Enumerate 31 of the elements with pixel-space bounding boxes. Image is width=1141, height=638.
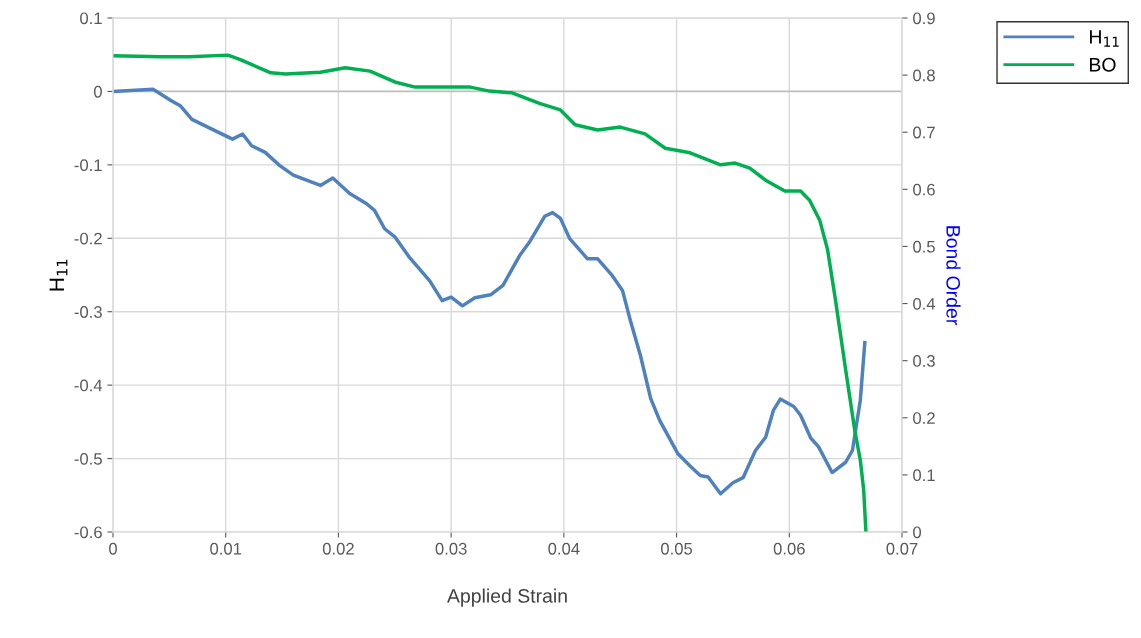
y2-tick-label: 0.5 [913, 240, 935, 253]
y2-tick-label: 0.2 [913, 412, 935, 424]
x-tick-label: 0.06 [773, 542, 805, 555]
y2-tick-label: 0.1 [913, 469, 935, 482]
y-tick-label: -0.5 [74, 452, 102, 465]
legend-label: H$_{11}$ [1090, 30, 1119, 47]
y2-axis-title: Bond Order [946, 226, 961, 325]
y-tick-label: -0.3 [74, 306, 102, 318]
y2-tick-label: 0.3 [913, 355, 935, 367]
y-tick-label: -0.1 [74, 159, 102, 172]
x-tick-label: 0.07 [886, 542, 918, 555]
x-tick-label: 0.04 [548, 542, 580, 555]
y-tick-label: 0 [93, 85, 102, 98]
x-tick-label: 0.05 [661, 542, 693, 555]
y2-tick-label: 0.9 [913, 12, 935, 25]
x-axis-title: Applied Strain [447, 588, 567, 607]
legend-label: BO [1090, 57, 1116, 72]
y-axis-title: H$_{11}$ [49, 259, 68, 291]
y-tick-label: -0.4 [74, 379, 103, 392]
y2-tick-label: 0.4 [913, 297, 936, 310]
y2-tick-label: 0.8 [913, 69, 935, 82]
y-tick-label: -0.2 [74, 232, 102, 245]
y2-tick-label: 0 [913, 526, 922, 539]
x-tick-label: 0.01 [210, 542, 242, 555]
y-tick-label: -0.6 [74, 526, 102, 539]
y2-tick-label: 0.7 [913, 126, 935, 139]
x-tick-label: 0.03 [435, 542, 467, 555]
y2-tick-label: 0.6 [913, 183, 935, 196]
y-tick-label: 0.1 [80, 12, 102, 25]
x-tick-label: 0.02 [322, 542, 354, 555]
x-tick-label: 0 [109, 542, 117, 555]
